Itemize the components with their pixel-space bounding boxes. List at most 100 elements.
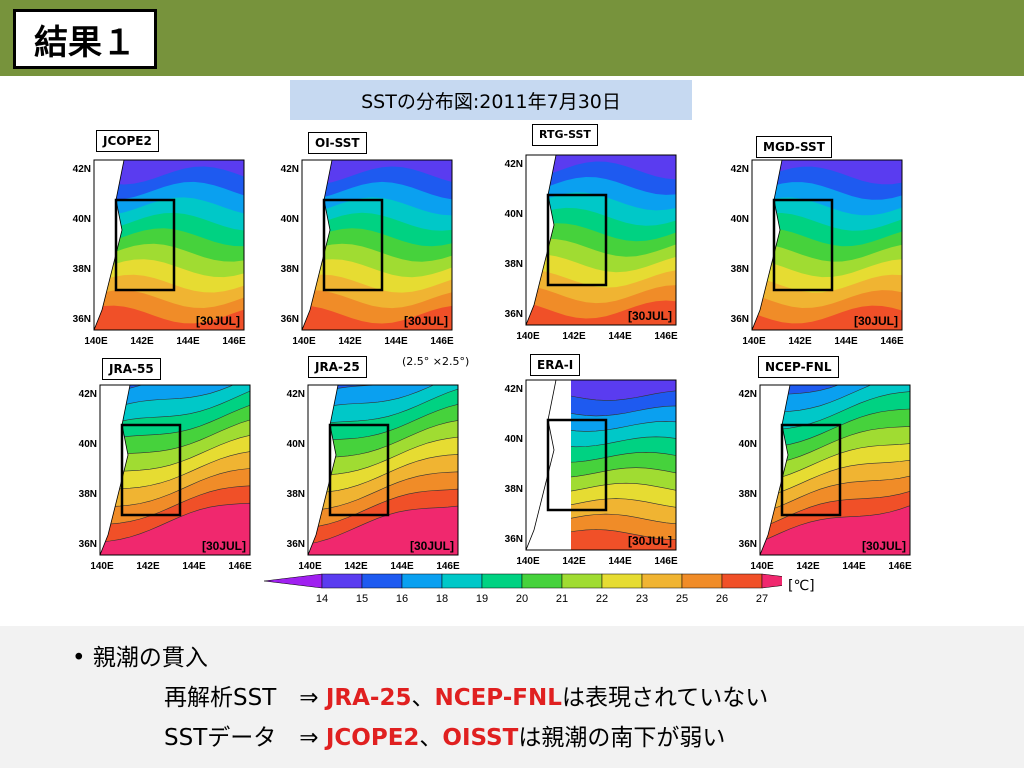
- slide-header: 結果１: [0, 0, 1024, 76]
- sstdata-prefix: SSTデータ ⇒: [164, 725, 319, 751]
- date-label: [30JUL]: [202, 539, 246, 553]
- x-tick-label: 142E: [338, 336, 362, 347]
- mgdsst-map-svg: 42N 40N 38N 36N 140E 142E 144E 146E [30JUL]: [731, 159, 904, 347]
- y-tick-label: 40N: [73, 214, 91, 225]
- x-tick-label: 146E: [222, 336, 246, 347]
- reanalysis-sep: 、: [411, 685, 435, 711]
- study-region-box: [328, 423, 390, 517]
- legend-swatch: [321, 573, 363, 589]
- reanalysis-prefix: 再解析SST ⇒: [164, 685, 319, 711]
- jcope2-map-svg: 42N 40N 38N 36N 140E 142E 144E 146E [30JUL]: [73, 159, 246, 347]
- x-tick-label: 140E: [292, 336, 316, 347]
- sstdata-jcope2: JCOPE2: [325, 725, 420, 751]
- x-tick-label: 140E: [516, 556, 540, 567]
- y-tick-label: 36N: [505, 309, 523, 320]
- y-tick-label: 38N: [73, 264, 91, 275]
- x-tick-label: 144E: [390, 561, 414, 572]
- panel-label-jra55: JRA-55: [102, 358, 161, 380]
- x-tick-label: 140E: [750, 561, 774, 572]
- y-tick-label: 36N: [73, 314, 91, 325]
- legend-swatch: [561, 573, 603, 589]
- x-tick-label: 140E: [298, 561, 322, 572]
- x-tick-label: 146E: [436, 561, 460, 572]
- y-tick-label: 40N: [287, 439, 305, 450]
- legend-tick-label: 21: [556, 593, 568, 605]
- legend-tick-label: 26: [716, 593, 728, 605]
- x-tick-label: 144E: [384, 336, 408, 347]
- y-tick-label: 36N: [281, 314, 299, 325]
- panel-label-oisst: OI-SST: [308, 132, 367, 154]
- x-tick-label: 142E: [796, 561, 820, 572]
- y-tick-label: 36N: [505, 534, 523, 545]
- map-panel-mgdsst: 42N 40N 38N 36N 140E 142E 144E 146E [30JUL]: [716, 150, 916, 350]
- y-tick-label: 40N: [731, 214, 749, 225]
- date-label: [30JUL]: [628, 309, 672, 323]
- y-tick-label: 38N: [739, 489, 757, 500]
- bullet-sstdata: SSTデータ ⇒ JCOPE2、OISSTは親潮の南下が弱い: [164, 718, 725, 752]
- y-tick-label: 40N: [79, 439, 97, 450]
- x-tick-label: 144E: [176, 336, 200, 347]
- legend-swatch: [721, 573, 763, 589]
- panel-label-jra25: JRA-25: [308, 356, 367, 378]
- study-region-box: [120, 423, 182, 517]
- y-tick-label: 38N: [79, 489, 97, 500]
- legend-swatch: [441, 573, 483, 589]
- study-region-box: [772, 198, 834, 292]
- panel-label-erai: ERA-I: [530, 354, 581, 376]
- legend-tick-label: 23: [636, 593, 648, 605]
- sst-band: [302, 305, 452, 330]
- map-panel-erai: 42N 40N 38N 36N 140E 142E 144E 146E [30JUL]: [490, 370, 690, 570]
- sst-band: [760, 505, 910, 555]
- legend-unit: [℃]: [788, 578, 815, 594]
- x-tick-label: 140E: [84, 336, 108, 347]
- legend-tick-label: 20: [516, 593, 528, 605]
- legend-swatch: [681, 573, 723, 589]
- x-tick-label: 146E: [654, 556, 678, 567]
- map-panel-ncepfnl: 42N 40N 38N 36N 140E 142E 144E 146E [30JUL]: [724, 375, 924, 575]
- x-tick-label: 144E: [842, 561, 866, 572]
- y-tick-label: 42N: [731, 164, 749, 175]
- panel-label-ncepfnl: NCEP-FNL: [758, 356, 839, 378]
- legend-swatch: [481, 573, 523, 589]
- x-tick-label: 142E: [130, 336, 154, 347]
- y-tick-label: 40N: [505, 434, 523, 445]
- reanalysis-jra25: JRA-25: [325, 685, 412, 711]
- x-tick-label: 142E: [562, 331, 586, 342]
- x-tick-label: 142E: [788, 336, 812, 347]
- date-label: [30JUL]: [410, 539, 454, 553]
- y-tick-label: 38N: [731, 264, 749, 275]
- study-region-box: [114, 198, 176, 292]
- legend-tick-label: 22: [596, 593, 608, 605]
- x-tick-label: 144E: [182, 561, 206, 572]
- legend-tick-label: 18: [436, 593, 448, 605]
- y-tick-label: 42N: [505, 159, 523, 170]
- legend-swatch: [761, 573, 821, 589]
- study-region-box: [546, 418, 608, 512]
- jra55-map-svg: 42N 40N 38N 36N 140E 142E 144E 146E [30JUL]: [79, 384, 252, 572]
- y-tick-label: 40N: [505, 209, 523, 220]
- y-tick-label: 40N: [739, 439, 757, 450]
- x-tick-label: 144E: [608, 331, 632, 342]
- slide-subtitle: SSTの分布図:2011年7月30日: [290, 80, 692, 120]
- x-tick-label: 140E: [516, 331, 540, 342]
- sstdata-oisst: OISST: [442, 725, 519, 751]
- x-tick-label: 146E: [228, 561, 252, 572]
- x-tick-label: 140E: [742, 336, 766, 347]
- legend-tick-label: 14: [316, 593, 328, 605]
- date-label: [30JUL]: [404, 314, 448, 328]
- legend-tick-label: 16: [396, 593, 408, 605]
- date-label: [30JUL]: [196, 314, 240, 328]
- y-tick-label: 36N: [731, 314, 749, 325]
- x-tick-label: 146E: [430, 336, 454, 347]
- bullet-oyashio: • 親潮の貫入: [72, 645, 208, 671]
- study-region-box: [322, 198, 384, 292]
- study-region-box: [546, 193, 608, 287]
- bullet-reanalysis: 再解析SST ⇒ JRA-25、NCEP-FNLは表現されていない: [164, 678, 768, 712]
- date-label: [30JUL]: [862, 539, 906, 553]
- legend-swatch: [361, 573, 403, 589]
- study-region-box: [780, 423, 842, 517]
- legend-tick-label: 15: [356, 593, 368, 605]
- x-tick-label: 146E: [880, 336, 904, 347]
- legend-tick-label: 27: [756, 593, 768, 605]
- reanalysis-ncepfnl: NCEP-FNL: [434, 685, 562, 711]
